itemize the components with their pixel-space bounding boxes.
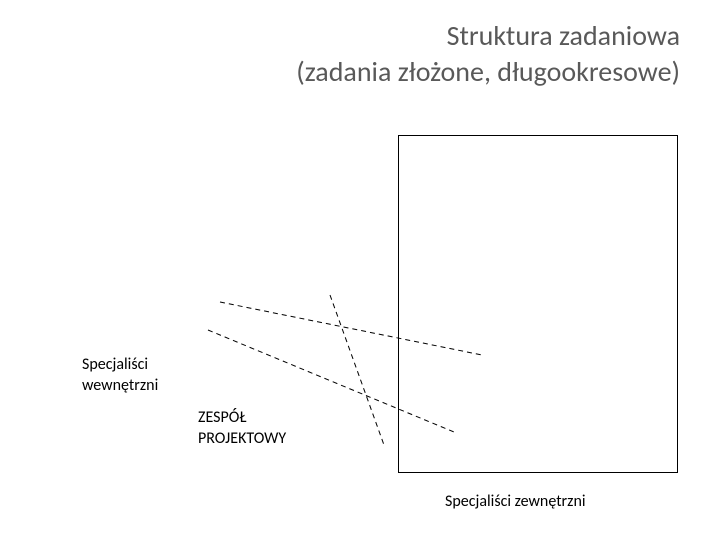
external-text: Specjaliści zewnętrzni: [445, 492, 586, 511]
external-box: [398, 135, 678, 473]
label-external-specialists: Specjaliści zewnętrzni: [445, 492, 586, 513]
title-line2: (zadania złożone, długookresowe): [296, 54, 680, 89]
team-line1: ZESPÓŁ: [198, 408, 246, 427]
internal-line2: wewnętrzni: [82, 376, 158, 395]
label-internal-specialists: Specjaliści wewnętrzni: [82, 355, 158, 397]
title-line1: Struktura zadaniowa: [447, 18, 680, 53]
diagram-title: Struktura zadaniowa (zadania złożone, dł…: [296, 18, 680, 91]
dashed-line-3: [330, 295, 384, 445]
team-line2: PROJEKTOWY: [198, 429, 286, 448]
internal-line1: Specjaliści: [82, 355, 148, 374]
label-project-team: ZESPÓŁ PROJEKTOWY: [198, 408, 286, 450]
